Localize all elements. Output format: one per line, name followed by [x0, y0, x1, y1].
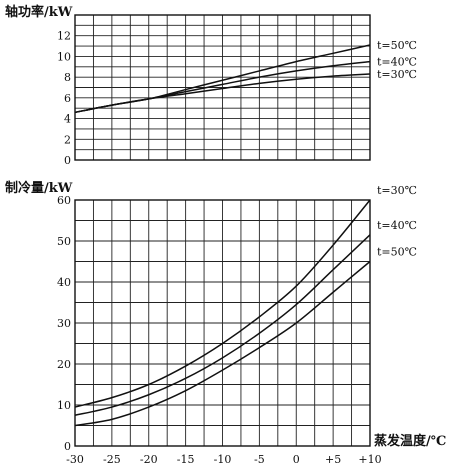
- top-y-tick-label: 12: [57, 30, 71, 43]
- bottom-y-tick-label: 60: [57, 194, 71, 207]
- bottom-y-tick-label: 30: [57, 317, 71, 330]
- top-y-tick-label: 10: [57, 50, 71, 63]
- bottom-x-tick-label: -30: [66, 453, 84, 466]
- bottom-y-tick-label: 0: [64, 440, 71, 453]
- bottom-chart: 0 10 20 30 40 50 60 -30 -25 -20 -15 -10 -5 0 +5 +10 t=30…: [57, 184, 417, 466]
- top-chart: 0 2 4 6 8 10 12 t=50℃ t=40℃t=30℃: [57, 14, 417, 167]
- bottom-series-line-1: [74, 234, 371, 416]
- bottom-series-line-2: [74, 260, 371, 427]
- bottom-series-label-0: t=30℃: [377, 184, 417, 197]
- top-y-tick-label: 4: [64, 113, 71, 126]
- bottom-x-tick-label: -5: [254, 453, 265, 466]
- bottom-y-tick-label: 40: [57, 276, 71, 289]
- top-series-label-0: t=50℃: [377, 39, 417, 52]
- top-chart-ylabel: 轴功率/kW: [5, 4, 73, 20]
- bottom-series-label-1: t=40℃: [377, 219, 417, 232]
- bottom-x-tick-label: -25: [103, 453, 121, 466]
- bottom-x-tick-label: +10: [358, 453, 381, 466]
- top-y-tick-label: 0: [64, 154, 71, 167]
- top-series-label-1: t=40℃: [377, 56, 417, 69]
- top-series-line-2: [74, 73, 371, 114]
- top-plot-frame: [74, 14, 371, 161]
- bottom-y-tick-label: 20: [57, 358, 71, 371]
- bottom-chart-xlabel: 蒸发温度/℃: [374, 433, 446, 449]
- bottom-x-tick-label: 0: [293, 453, 300, 466]
- bottom-series-line-0: [74, 199, 371, 408]
- bottom-chart-ylabel: 制冷量/kW: [5, 180, 73, 196]
- bottom-y-tick-label: 10: [57, 399, 71, 412]
- bottom-x-tick-label: -20: [140, 453, 158, 466]
- top-series-label-2: t=30℃: [377, 68, 417, 81]
- bottom-series-label-2: t=50℃: [377, 246, 417, 259]
- top-y-tick-label: 8: [64, 71, 71, 84]
- bottom-x-tick-label: -10: [214, 453, 232, 466]
- bottom-x-tick-label: -15: [177, 453, 195, 466]
- top-y-tick-label: 2: [64, 133, 71, 146]
- bottom-x-tick-label: +5: [325, 453, 341, 466]
- top-y-tick-label: 6: [64, 92, 71, 105]
- bottom-plot-frame: [74, 199, 371, 447]
- bottom-y-tick-label: 50: [57, 235, 71, 248]
